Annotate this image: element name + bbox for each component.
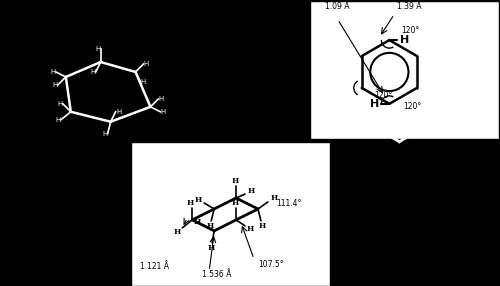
Text: H: H — [90, 69, 96, 75]
Text: H: H — [57, 101, 62, 107]
Text: H: H — [116, 109, 121, 115]
Text: H: H — [174, 228, 181, 236]
Text: H: H — [232, 199, 238, 207]
Text: H: H — [194, 196, 202, 204]
Text: H: H — [144, 61, 149, 67]
Text: H: H — [186, 199, 194, 207]
FancyBboxPatch shape — [310, 1, 499, 139]
Text: H: H — [370, 99, 379, 109]
Text: 1.09 Å: 1.09 Å — [326, 2, 350, 11]
Text: H: H — [400, 35, 409, 45]
Text: H: H — [246, 225, 254, 233]
Text: H: H — [232, 177, 238, 185]
Text: H: H — [161, 109, 166, 115]
Text: H: H — [141, 79, 146, 85]
Text: H: H — [52, 82, 58, 88]
Text: H: H — [50, 69, 56, 75]
Text: H: H — [194, 218, 201, 226]
Text: H: H — [258, 222, 266, 230]
Text: H: H — [248, 187, 254, 195]
Text: 1.536 Å: 1.536 Å — [202, 269, 232, 279]
Text: 111.4°: 111.4° — [276, 199, 301, 208]
Text: H: H — [56, 117, 60, 123]
Text: 1.39 Å: 1.39 Å — [397, 2, 421, 11]
Text: 120°: 120° — [403, 102, 421, 111]
Text: H: H — [102, 131, 108, 137]
Text: H: H — [159, 96, 164, 102]
Text: 1.121 Å: 1.121 Å — [140, 262, 170, 271]
Text: H: H — [270, 194, 278, 202]
Text: H: H — [206, 222, 214, 230]
Text: H: H — [95, 46, 100, 52]
Text: 107.5°: 107.5° — [258, 260, 283, 269]
Text: 120°: 120° — [402, 26, 419, 35]
Text: 120°: 120° — [374, 91, 392, 100]
FancyBboxPatch shape — [130, 142, 330, 286]
Text: H: H — [208, 244, 215, 252]
